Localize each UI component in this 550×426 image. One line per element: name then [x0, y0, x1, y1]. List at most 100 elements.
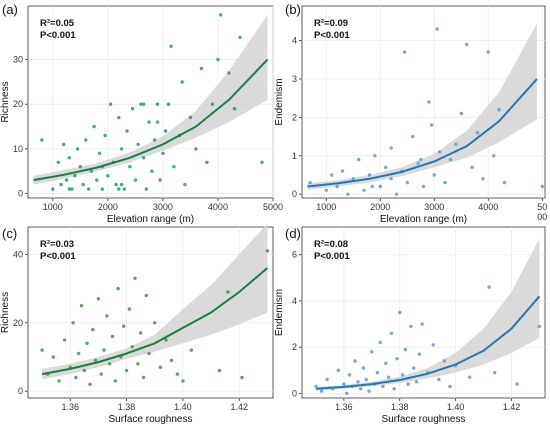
data-point: [226, 290, 229, 293]
data-point: [128, 307, 131, 310]
data-point: [345, 392, 348, 395]
data-point: [150, 170, 153, 173]
data-point: [125, 369, 128, 372]
data-point: [103, 134, 106, 137]
data-point: [83, 369, 86, 372]
data-point: [325, 189, 328, 192]
data-point: [106, 174, 109, 177]
y-tick-label: 30: [13, 55, 23, 65]
x-tick-label: 1.38: [118, 402, 136, 412]
data-point: [105, 314, 108, 317]
data-point: [145, 294, 148, 297]
data-point: [142, 156, 145, 159]
data-point: [131, 345, 134, 348]
y-tick-label: 0: [18, 189, 23, 199]
data-point: [320, 389, 323, 392]
data-point: [172, 165, 175, 168]
y-tick-label: 0: [18, 386, 23, 396]
data-point: [102, 348, 105, 351]
data-point: [189, 116, 192, 119]
data-point: [427, 100, 430, 103]
data-point: [108, 362, 111, 365]
data-point: [406, 181, 409, 184]
data-point: [443, 359, 446, 362]
stat-annotation: R²=0.05: [40, 18, 75, 29]
x-tick-label: 00: [537, 212, 547, 222]
data-point: [62, 143, 65, 146]
data-point: [487, 50, 490, 53]
data-point: [381, 385, 384, 388]
data-point: [330, 173, 333, 176]
data-point: [437, 378, 440, 381]
data-point: [80, 304, 83, 307]
data-point: [404, 348, 407, 351]
x-tick-label: 1.40: [447, 402, 465, 412]
x-tick-label: 1.36: [61, 402, 79, 412]
data-point: [314, 385, 317, 388]
data-point: [403, 50, 406, 53]
data-point: [337, 369, 340, 372]
data-point: [153, 321, 156, 324]
data-point: [136, 362, 139, 365]
x-tick-label: 1.38: [391, 402, 409, 412]
data-point: [88, 383, 91, 386]
data-point: [161, 152, 164, 155]
panel-1: 1000 2000 3000 4000 50000102030Elevation ran…: [0, 2, 283, 225]
data-point: [109, 103, 112, 106]
data-point: [353, 359, 356, 362]
data-point: [342, 382, 345, 385]
x-axis-label: Surface roughness: [109, 414, 193, 425]
y-tick-label: 0: [292, 388, 297, 398]
data-point: [95, 178, 98, 181]
data-point: [142, 376, 145, 379]
stat-annotation: R²=0.09: [314, 18, 348, 29]
data-point: [101, 187, 104, 190]
data-point: [139, 331, 142, 334]
data-point: [133, 277, 136, 280]
data-point: [412, 366, 415, 369]
data-point: [379, 185, 382, 188]
data-point: [541, 185, 544, 188]
data-point: [100, 372, 103, 375]
data-point: [84, 138, 87, 141]
stat-annotation: R²=0.03: [40, 239, 74, 250]
data-point: [227, 71, 230, 74]
data-point: [384, 166, 387, 169]
data-point: [416, 162, 419, 165]
y-axis-label: Richness: [0, 292, 11, 333]
data-point: [493, 371, 496, 374]
y-tick-label: 40: [13, 249, 23, 259]
data-point: [395, 357, 398, 360]
data-point: [438, 150, 441, 153]
data-point: [487, 285, 490, 288]
stat-annotation: P<0.001: [40, 251, 76, 262]
data-point: [117, 116, 120, 119]
data-point: [341, 169, 344, 172]
data-point: [164, 129, 167, 132]
data-point: [216, 58, 219, 61]
data-point: [98, 152, 101, 155]
data-point: [59, 183, 62, 186]
data-point: [81, 183, 84, 186]
data-point: [346, 193, 349, 196]
x-tick-label: 2000: [98, 202, 118, 212]
data-point: [117, 187, 120, 190]
y-axis-label: Richness: [0, 81, 11, 122]
data-point: [371, 185, 374, 188]
x-tick-label: 1000: [43, 202, 63, 212]
data-point: [476, 131, 479, 134]
panel-label: (b): [285, 2, 301, 17]
stat-annotation: R²=0.08: [314, 239, 348, 250]
data-point: [406, 382, 409, 385]
data-point: [418, 352, 421, 355]
panel-3: 1.36 1.38 1.40 1.4202040Surface roughnessRi…: [0, 224, 273, 425]
data-point: [153, 138, 156, 141]
data-point: [448, 385, 451, 388]
data-point: [362, 189, 365, 192]
data-point: [359, 387, 362, 390]
data-point: [183, 183, 186, 186]
data-point: [167, 103, 170, 106]
data-point: [538, 325, 541, 328]
y-tick-label: 20: [13, 99, 23, 109]
